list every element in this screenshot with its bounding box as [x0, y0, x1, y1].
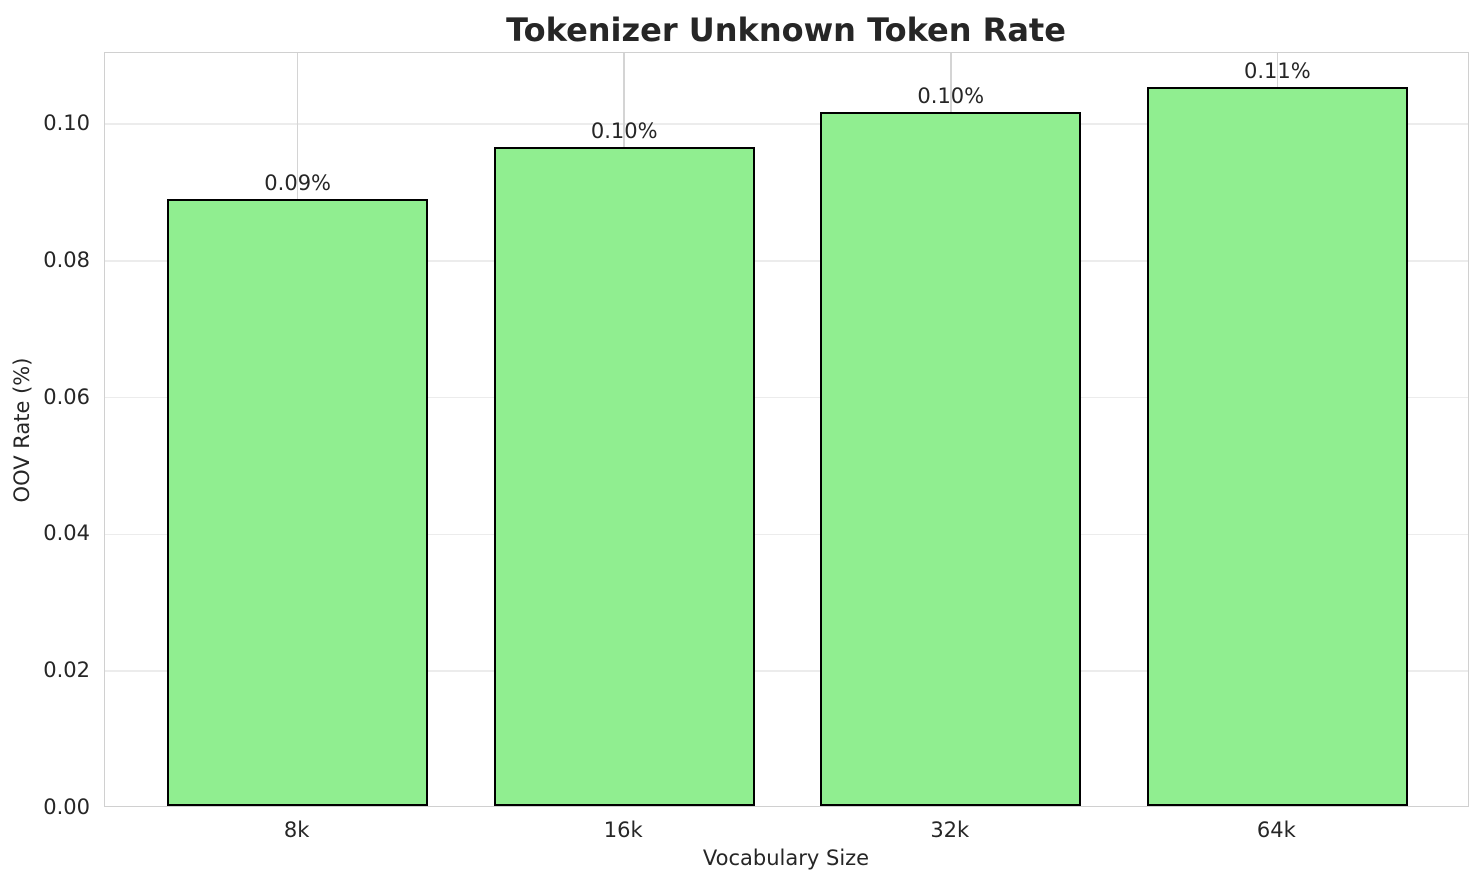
bar: [820, 111, 1082, 806]
x-tick-label: 8k: [283, 818, 310, 842]
x-tick-label: 64k: [1256, 818, 1296, 842]
y-tick-label: 0.08: [43, 247, 90, 272]
gridline-h: [105, 396, 1468, 399]
plot-area: 0.09% 0.10% 0.10% 0.11%: [104, 52, 1469, 807]
bar-value-label: 0.10%: [917, 83, 985, 108]
x-axis-label: Vocabulary Size: [702, 846, 870, 870]
x-tick-label: 32k: [930, 818, 970, 842]
bar-value-label: 0.11%: [1243, 59, 1311, 84]
y-axis-label: OOV Rate (%): [10, 357, 34, 503]
gridline-h: [105, 260, 1468, 262]
bar-value-label: 0.09%: [264, 170, 332, 195]
bar-value-label: 0.10%: [590, 119, 658, 144]
x-tick-label: 16k: [603, 818, 643, 842]
bar: [493, 147, 755, 806]
gridline-h: [105, 123, 1468, 125]
gridline-h: [105, 533, 1468, 536]
bar: [1146, 87, 1408, 806]
y-tick-label: 0.02: [43, 658, 90, 683]
y-tick-label: 0.00: [43, 795, 90, 819]
chart-title: Tokenizer Unknown Token Rate: [506, 11, 1066, 49]
gridline-h: [105, 670, 1468, 672]
y-tick-label: 0.06: [43, 384, 90, 409]
bar: [167, 198, 429, 806]
y-tick-label: 0.10: [43, 111, 90, 136]
y-tick-label: 0.04: [43, 521, 90, 546]
